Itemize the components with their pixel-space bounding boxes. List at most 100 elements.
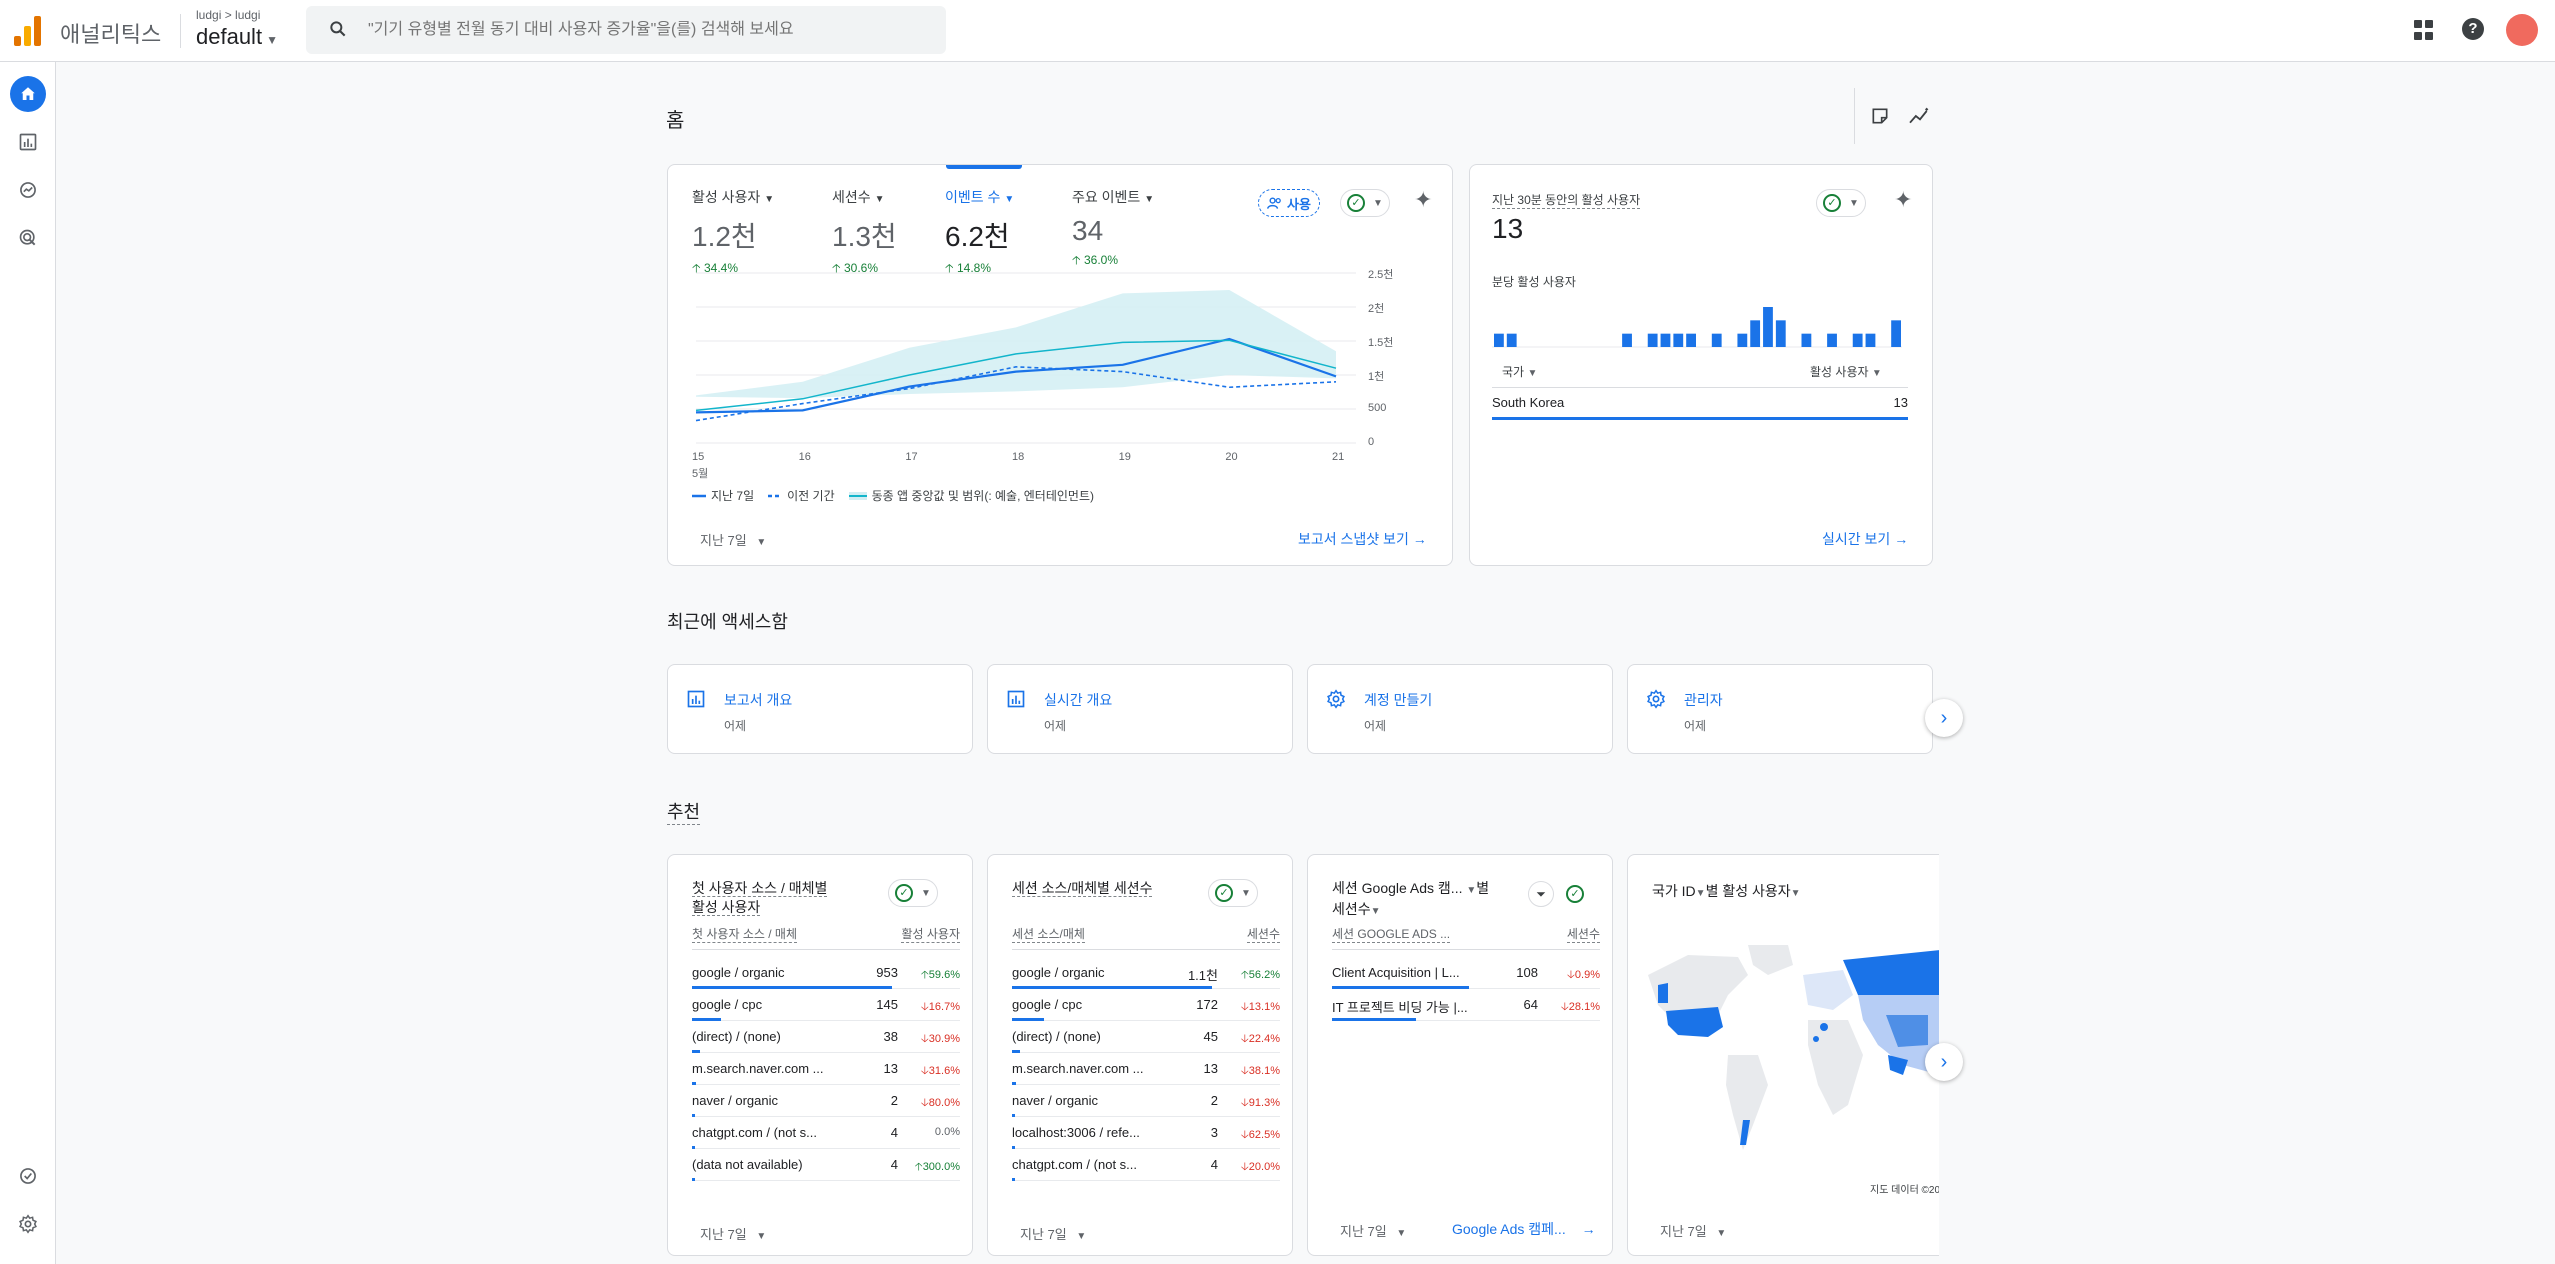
minute-bar[interactable]	[1673, 333, 1684, 347]
check-circle-icon: ✓	[1823, 194, 1841, 212]
row-value: 172	[1196, 997, 1218, 1012]
data-quality-button[interactable]: ✓ ▼	[888, 879, 938, 907]
insights-trend-icon[interactable]	[1908, 106, 1932, 126]
column-header: 첫 사용자 소스 / 매체	[692, 927, 797, 943]
table-row[interactable]: naver / organic 2 🡣91.3%	[1012, 1085, 1280, 1117]
table-row[interactable]: IT 프로젝트 비딩 가능 |... 64 🡣28.1%	[1332, 989, 1600, 1021]
row-change-value: 16.7%	[928, 1001, 960, 1013]
avatar[interactable]	[2506, 14, 2538, 46]
table-row[interactable]: m.search.naver.com ... 13 🡣31.6%	[692, 1053, 960, 1085]
minute-bar[interactable]	[1801, 333, 1812, 347]
minute-bar[interactable]	[1891, 320, 1901, 347]
data-quality-button[interactable]: ✓ ▼	[1816, 189, 1866, 217]
table-row[interactable]: google / cpc 145 🡣16.7%	[692, 989, 960, 1021]
minute-bar[interactable]	[1750, 320, 1761, 347]
recent-item-card[interactable]: 실시간 개요 어제	[987, 664, 1293, 754]
row-name: (data not available)	[692, 1157, 803, 1172]
note-icon[interactable]	[1870, 106, 1890, 126]
caret-down-icon[interactable]: ▼	[1370, 906, 1381, 917]
table-row[interactable]: localhost:3006 / refe... 3 🡣62.5%	[1012, 1117, 1280, 1149]
table-row[interactable]: google / organic 953 🡡59.6%	[692, 957, 960, 989]
explore-nav-button[interactable]	[10, 172, 46, 208]
row-change: 🡣80.0%	[921, 1094, 960, 1113]
minute-bar[interactable]	[1827, 333, 1837, 347]
minute-bar[interactable]	[1763, 307, 1773, 347]
metric-active-users[interactable]: 활성 사용자 ▼ 1.2천 🡡 34.4%	[692, 187, 774, 280]
recent-item-card[interactable]: 보고서 개요 어제	[667, 664, 973, 754]
minute-bar[interactable]	[1711, 333, 1722, 347]
minute-bar[interactable]	[1737, 333, 1748, 347]
filter-icon[interactable]: ⏷	[1528, 881, 1554, 907]
caret-down-icon[interactable]: ▼	[1695, 888, 1706, 899]
row-name: m.search.naver.com ...	[1012, 1061, 1144, 1076]
metric-sessions[interactable]: 세션수 ▼ 1.3천 🡡 30.6%	[832, 187, 897, 280]
sparkle-icon[interactable]: ✦	[1894, 187, 1913, 212]
arrow-right-icon: →	[1894, 531, 1909, 547]
recent-item-card[interactable]: 계정 만들기 어제	[1307, 664, 1613, 754]
sparkle-icon[interactable]: ✦	[1414, 187, 1433, 212]
data-quality-button[interactable]: ✓ ▼	[1340, 189, 1390, 217]
date-range-selector[interactable]: 지난 7일 ▼	[1660, 1221, 1726, 1240]
property-selector[interactable]: default ▼	[196, 24, 278, 50]
date-range-selector[interactable]: 지난 7일 ▼	[1340, 1221, 1406, 1240]
recent-next-button[interactable]: ›	[1925, 699, 1963, 737]
help-icon[interactable]: ?	[2462, 18, 2484, 40]
caret-down-icon[interactable]: ▼	[1466, 885, 1477, 896]
recent-item-card[interactable]: 관리자 어제	[1627, 664, 1933, 754]
per-minute-label: 분당 활성 사용자	[1492, 275, 1576, 289]
y-tick-label: 1.5천	[1368, 337, 1394, 349]
row-change: 🡡300.0%	[915, 1158, 960, 1177]
google-ads-campaign-link[interactable]: Google Ads 캠페... →	[1452, 1219, 1596, 1239]
minute-bar[interactable]	[1775, 320, 1786, 347]
check-circle-icon: ✓	[1215, 884, 1233, 902]
date-range-selector[interactable]: 지난 7일 ▼	[1020, 1224, 1086, 1243]
table-row[interactable]: m.search.naver.com ... 13 🡣38.1%	[1012, 1053, 1280, 1085]
table-row[interactable]: Client Acquisition | L... 108 🡣0.9%	[1332, 957, 1600, 989]
recommended-next-button[interactable]: ›	[1925, 1043, 1963, 1081]
minute-bar[interactable]	[1865, 333, 1876, 347]
table-row[interactable]: (direct) / (none) 38 🡣30.9%	[692, 1021, 960, 1053]
metric-events[interactable]: 이벤트 수 ▼ 6.2천 🡡 14.8%	[945, 187, 1014, 280]
series-line-2	[695, 339, 1337, 412]
view-realtime-link[interactable]: 실시간 보기 →	[1822, 529, 1908, 549]
insights-nav-button[interactable]	[10, 1158, 46, 1194]
view-report-snapshot-link[interactable]: 보고서 스냅샷 보기 →	[1298, 529, 1427, 549]
check-circle-icon[interactable]: ✓	[1566, 885, 1584, 903]
table-row[interactable]: naver / organic 2 🡣80.0%	[692, 1085, 960, 1117]
minute-bar[interactable]	[1622, 333, 1632, 347]
users-column-header[interactable]: 활성 사용자 ▼	[1810, 363, 1882, 380]
minute-bar[interactable]	[1506, 333, 1517, 347]
minute-bar[interactable]	[1852, 333, 1863, 347]
analytics-logo-icon[interactable]	[14, 16, 42, 46]
country-column-header[interactable]: 국가 ▼	[1502, 363, 1537, 380]
caret-down-icon[interactable]: ▼	[1790, 888, 1801, 899]
minute-bar[interactable]	[1660, 333, 1671, 347]
reports-nav-button[interactable]	[10, 124, 46, 160]
admin-nav-button[interactable]	[10, 1206, 46, 1242]
advertising-nav-button[interactable]	[10, 220, 46, 256]
row-change-value: 0.0%	[934, 1126, 960, 1138]
data-quality-button[interactable]: ✓ ▼	[1208, 879, 1258, 907]
minute-bar[interactable]	[1686, 333, 1696, 347]
table-row[interactable]: (direct) / (none) 45 🡣22.4%	[1012, 1021, 1280, 1053]
date-range-selector[interactable]: 지난 7일 ▼	[700, 1224, 766, 1243]
row-change: 🡡56.2%	[1241, 966, 1280, 985]
search-bar[interactable]	[306, 6, 946, 54]
minute-bar[interactable]	[1647, 333, 1658, 347]
table-row[interactable]: (data not available) 4 🡡300.0%	[692, 1149, 960, 1181]
minute-bar[interactable]	[1494, 333, 1504, 347]
table-row[interactable]: chatgpt.com / (not s... 4 🡣20.0%	[1012, 1149, 1280, 1181]
search-input[interactable]	[368, 16, 928, 44]
table-row[interactable]: chatgpt.com / (not s... 4 0.0%	[692, 1117, 960, 1149]
account-breadcrumb[interactable]: ludgi > ludgi	[196, 8, 261, 22]
apps-grid-icon[interactable]	[2414, 20, 2434, 40]
row-change: 🡣38.1%	[1241, 1062, 1280, 1081]
home-nav-button[interactable]	[10, 76, 46, 112]
y-tick-label: 500	[1368, 402, 1387, 414]
metric-key-events[interactable]: 주요 이벤트 ▼ 34 🡡 36.0%	[1072, 187, 1154, 272]
table-row[interactable]: google / organic 1.1천 🡡56.2%	[1012, 957, 1280, 989]
benchmark-pill[interactable]: 사용	[1258, 189, 1320, 217]
arrow-down-icon: 🡣	[920, 1097, 929, 1109]
date-range-selector[interactable]: 지난 7일 ▼	[700, 530, 766, 549]
table-row[interactable]: google / cpc 172 🡣13.1%	[1012, 989, 1280, 1021]
